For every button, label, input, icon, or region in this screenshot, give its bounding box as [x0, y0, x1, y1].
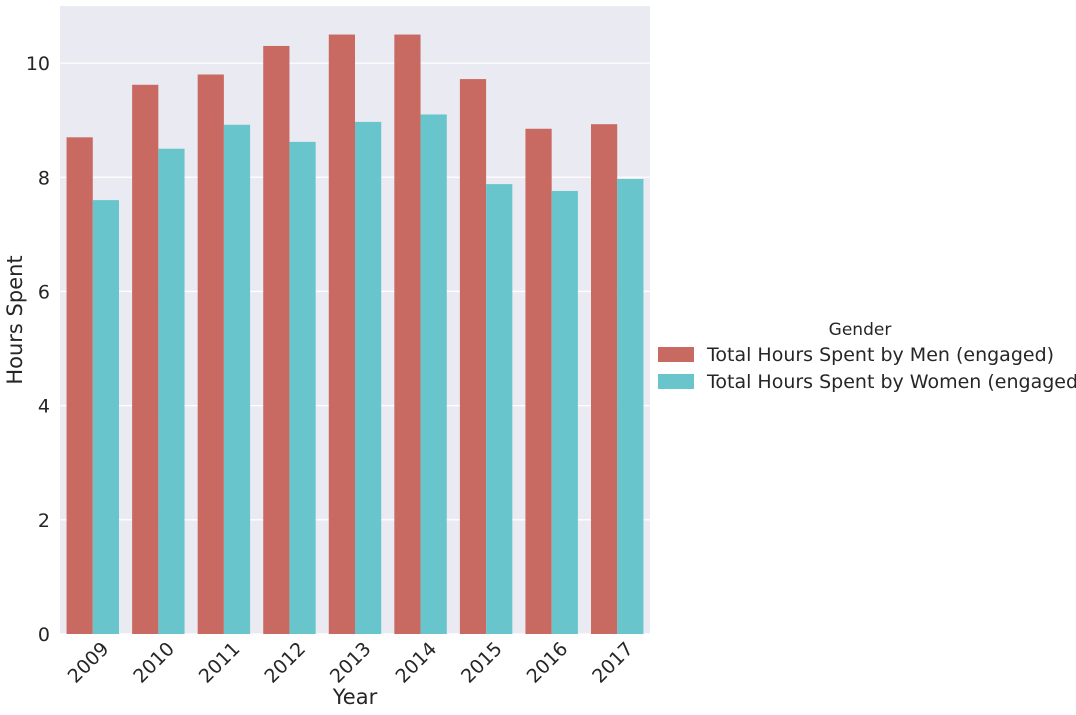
bar-women-2010	[158, 148, 185, 634]
x-tick-label: 2015	[457, 638, 507, 688]
y-tick-label: 8	[38, 167, 50, 189]
x-tick-label: 2013	[326, 638, 376, 688]
x-tick-label: 2010	[129, 638, 179, 688]
x-tick-label: 2012	[260, 638, 310, 688]
bar-men-2010	[132, 84, 159, 634]
legend-title: Gender	[829, 320, 892, 340]
y-tick-label: 0	[38, 624, 50, 646]
legend-swatch-women	[658, 374, 694, 389]
bar-men-2013	[328, 34, 355, 634]
bar-women-2017	[617, 178, 644, 634]
legend-label-women: Total Hours Spent by Women (engaged)	[706, 371, 1076, 393]
x-axis-title: Year	[332, 685, 378, 709]
y-tick-label: 2	[38, 510, 50, 532]
bar-women-2016	[551, 190, 578, 634]
x-tick-label: 2016	[523, 638, 573, 688]
y-axis-title: Hours Spent	[3, 255, 27, 384]
y-tick-label: 10	[26, 53, 50, 75]
legend: Gender Total Hours Spent by Men (engaged…	[658, 320, 1076, 393]
x-tick-label: 2009	[64, 638, 114, 688]
bar-men-2011	[197, 74, 224, 634]
bar-men-2016	[525, 128, 552, 634]
y-tick-label: 6	[38, 281, 50, 303]
x-tick-label: 2017	[588, 638, 638, 688]
bar-women-2014	[420, 114, 447, 635]
bar-men-2017	[591, 124, 618, 634]
bar-men-2009	[66, 137, 93, 635]
x-axis-ticks: 2009 2010 2011 2012 2013 2014 2015 2016 2017	[64, 638, 638, 688]
bar-women-2012	[289, 141, 316, 635]
y-axis-ticks: 0 2 4 6 8 10	[26, 53, 50, 646]
x-tick-label: 2014	[391, 638, 441, 688]
bars	[66, 34, 644, 635]
bar-men-2014	[394, 34, 421, 634]
bar-women-2015	[486, 184, 513, 634]
bar-women-2013	[355, 121, 382, 635]
bar-women-2009	[92, 200, 119, 635]
bar-men-2015	[459, 79, 487, 635]
legend-label-men: Total Hours Spent by Men (engaged)	[706, 344, 1054, 366]
legend-swatch-men	[658, 347, 694, 362]
bar-women-2011	[223, 124, 251, 635]
y-tick-label: 4	[38, 396, 50, 418]
x-tick-label: 2011	[195, 638, 245, 688]
bar-men-2012	[263, 45, 290, 635]
